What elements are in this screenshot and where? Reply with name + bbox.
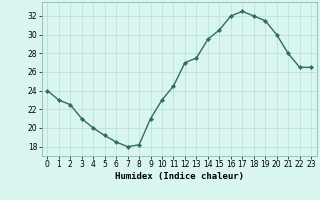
X-axis label: Humidex (Indice chaleur): Humidex (Indice chaleur) (115, 172, 244, 181)
